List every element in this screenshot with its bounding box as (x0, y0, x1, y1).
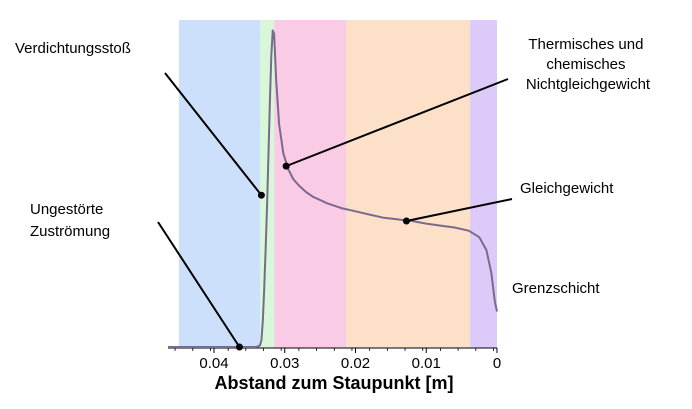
series-layer (168, 29, 498, 348)
x-tick-label: 0.03 (270, 355, 299, 372)
annotation-point-ungestoerte-zustroemung (235, 343, 243, 351)
annotation-label-line: Nichtgleichgewicht (526, 76, 651, 93)
annotation-label-verdichtungsstoss: Verdichtungsstoß (15, 40, 131, 57)
series-line-0 (168, 29, 498, 348)
annotations: Verdichtungsstoß Thermisches und chemisc… (15, 36, 651, 351)
annotation-point-verdichtungsstoss (257, 191, 265, 199)
annotation-point-gleichgewicht (402, 217, 410, 225)
annotation-leader-ungestoerte-zustroemung (157, 221, 241, 348)
annotation-leader-nichtgleichgewicht (285, 78, 509, 168)
region-nichtgleichgewicht (274, 20, 347, 348)
annotation-label-line: Thermisches und (528, 36, 643, 53)
region-ungestoerte-zustroemung (179, 20, 260, 348)
annotation-label-grenzschicht: Grenzschicht (512, 280, 600, 297)
x-tick-label: 0.01 (412, 355, 441, 372)
annotation-label-ungestoerte-zustroemung: Ungestörte Zuströmung (30, 201, 110, 240)
x-ticks: 0.04 0.03 0.02 0.01 0 (174, 348, 501, 372)
annotation-label-gleichgewicht: Gleichgewicht (520, 180, 614, 197)
x-tick-label: 0.04 (199, 355, 228, 372)
annotation-leader-gleichgewicht (406, 198, 513, 223)
annotation-point-nichtgleichgewicht (282, 162, 290, 170)
region-gleichgewicht (346, 20, 471, 348)
annotation-label-line: Ungestörte (30, 201, 103, 218)
annotation-label-line: chemisches (546, 56, 625, 73)
x-tick-label: 0.02 (341, 355, 370, 372)
x-tick-label: 0 (493, 355, 501, 372)
annotation-label-line: Zuströmung (30, 223, 110, 240)
annotation-leader-verdichtungsstoss (164, 72, 263, 196)
x-axis-title: Abstand zum Staupunkt [m] (215, 373, 454, 393)
chart-regions (179, 20, 497, 348)
annotation-label-nichtgleichgewicht: Thermisches und chemisches Nichtgleichge… (526, 36, 651, 93)
region-grenzschicht (470, 20, 497, 348)
